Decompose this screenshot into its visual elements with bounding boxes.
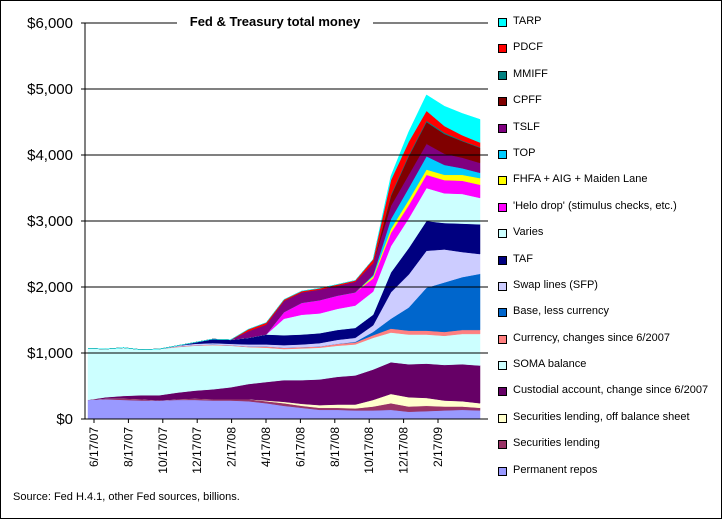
- chart-title: Fed & Treasury total money: [190, 14, 361, 29]
- y-tick-label-0: $0: [56, 411, 73, 428]
- x-tick-label-1: 8/17/07: [121, 427, 135, 467]
- legend-item-7: Swap lines (SFP): [498, 277, 720, 303]
- x-tick-label-10: 2/17/09: [431, 427, 445, 467]
- legend-item-0: Permanent repos: [498, 462, 720, 488]
- legend-swatch-17: [498, 18, 507, 27]
- legend-item-9: Varies: [498, 224, 720, 250]
- legend-item-16: PDCF: [498, 39, 720, 65]
- gridlines: [85, 22, 488, 354]
- legend-label-6: Base, less currency: [513, 305, 609, 318]
- legend-swatch-2: [498, 413, 507, 423]
- x-tick-labels: 6/17/07 8/17/07 10/17/07 12/17/07 2/17/08 4/1…: [87, 419, 445, 474]
- y-tick-label-1: $1,000: [27, 345, 73, 362]
- legend-label-4: SOMA balance: [513, 358, 587, 371]
- legend-label-15: MMIFF: [513, 67, 548, 80]
- legend-label-3: Custodial account, change since 6/2007: [513, 384, 709, 397]
- x-tick-label-4: 2/17/08: [225, 427, 239, 467]
- legend-swatch-15: [498, 70, 507, 80]
- legend-item-14: CPFF: [498, 92, 720, 118]
- legend-label-0: Permanent repos: [513, 463, 598, 476]
- legend-swatch-10: [498, 202, 507, 212]
- legend-label-12: TOP: [513, 146, 536, 159]
- area-series-group: [87, 94, 481, 420]
- legend-item-5: Currency, changes since 6/2007: [498, 330, 720, 356]
- y-tick-label-5: $5,000: [27, 81, 73, 98]
- legend-item-6: Base, less currency: [498, 303, 720, 329]
- stacked-area-chart: $0 $1,000 $2,000 $3,000 $4,000 $5,000 $6,000 6…: [27, 13, 488, 474]
- x-tick-label-7: 8/17/08: [328, 427, 342, 467]
- legend-label-2: Securities lending, off balance sheet: [513, 410, 690, 423]
- legend-item-11: FHFA + AIG + Maiden Lane: [498, 171, 720, 197]
- legend-swatch-9: [498, 229, 507, 239]
- legend-label-9: Varies: [513, 226, 544, 239]
- legend-swatch-11: [498, 176, 507, 186]
- legend-label-10: 'Helo drop' (stimulus checks, etc.): [513, 199, 677, 212]
- legend: TARP PDCF MMIFF CPFF TSLF TOP FHFA + AIG + Mai…: [498, 13, 720, 488]
- x-tick-label-6: 6/17/08: [293, 427, 307, 467]
- legend-swatch-1: [498, 440, 507, 450]
- x-tick-label-5: 4/17/08: [259, 427, 273, 467]
- x-tick-label-2: 10/17/07: [156, 427, 170, 474]
- legend-swatch-4: [498, 361, 507, 371]
- legend-label-16: PDCF: [513, 41, 543, 54]
- y-tick-label-4: $4,000: [27, 147, 73, 164]
- series-area-17: [87, 94, 481, 350]
- legend-label-7: Swap lines (SFP): [513, 278, 598, 291]
- y-tick-label-3: $3,000: [27, 213, 73, 230]
- x-tick-label-9: 12/17/08: [397, 427, 411, 474]
- legend-swatch-14: [498, 97, 507, 107]
- legend-swatch-0: [498, 466, 507, 476]
- legend-item-13: TSLF: [498, 119, 720, 145]
- y-tick-label-6: $6,000: [27, 15, 73, 32]
- legend-swatch-8: [498, 255, 507, 265]
- legend-item-8: TAF: [498, 251, 720, 277]
- legend-swatch-12: [498, 149, 507, 159]
- source-note: Source: Fed H.4.1, other Fed sources, bi…: [13, 491, 240, 503]
- legend-item-17: TARP: [498, 13, 720, 39]
- y-tick-labels: $0 $1,000 $2,000 $3,000 $4,000 $5,000 $6,000: [27, 15, 85, 428]
- x-tick-label-8: 10/17/08: [362, 427, 376, 474]
- legend-swatch-3: [498, 387, 507, 397]
- title-background: [177, 13, 373, 29]
- legend-label-5: Currency, changes since 6/2007: [513, 331, 670, 344]
- legend-swatch-16: [498, 44, 507, 54]
- legend-swatch-5: [498, 334, 507, 344]
- legend-item-15: MMIFF: [498, 66, 720, 92]
- legend-label-14: CPFF: [513, 94, 542, 107]
- legend-label-1: Securities lending: [513, 437, 600, 450]
- legend-item-12: TOP: [498, 145, 720, 171]
- y-tick-label-2: $2,000: [27, 279, 73, 296]
- legend-item-4: SOMA balance: [498, 356, 720, 382]
- legend-swatch-13: [498, 123, 507, 133]
- legend-item-1: Securities lending: [498, 435, 720, 461]
- legend-item-2: Securities lending, off balance sheet: [498, 409, 720, 435]
- legend-label-17: TARP: [513, 15, 542, 27]
- legend-swatch-7: [498, 281, 507, 291]
- legend-swatch-6: [498, 308, 507, 318]
- legend-label-11: FHFA + AIG + Maiden Lane: [513, 173, 648, 186]
- x-tick-label-0: 6/17/07: [87, 427, 101, 467]
- x-tick-label-3: 12/17/07: [190, 427, 204, 474]
- legend-item-3: Custodial account, change since 6/2007: [498, 382, 720, 408]
- legend-label-13: TSLF: [513, 120, 540, 133]
- legend-label-8: TAF: [513, 252, 533, 265]
- legend-item-10: 'Helo drop' (stimulus checks, etc.): [498, 198, 720, 224]
